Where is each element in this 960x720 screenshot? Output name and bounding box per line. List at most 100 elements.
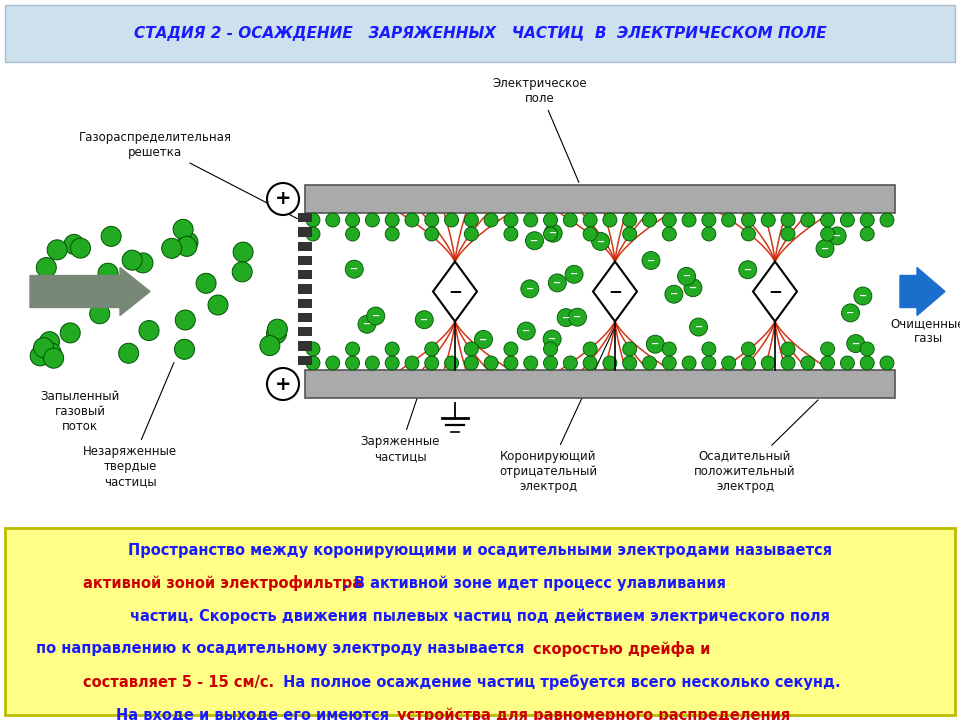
Circle shape xyxy=(548,274,566,292)
Circle shape xyxy=(543,342,558,356)
Circle shape xyxy=(623,227,636,241)
Text: −: − xyxy=(531,235,539,246)
Text: Незаряженные
твердые
частицы: Незаряженные твердые частицы xyxy=(83,363,177,488)
Circle shape xyxy=(564,356,577,370)
Text: −: − xyxy=(350,264,358,274)
Text: −: − xyxy=(372,311,380,321)
Text: −: − xyxy=(689,283,697,293)
Circle shape xyxy=(89,304,109,324)
Circle shape xyxy=(739,261,756,279)
FancyArrow shape xyxy=(900,268,945,315)
Text: −: − xyxy=(562,312,570,323)
Circle shape xyxy=(781,342,795,356)
Bar xyxy=(5,65,955,520)
Circle shape xyxy=(603,356,617,370)
Bar xyxy=(298,299,312,308)
Circle shape xyxy=(98,264,118,283)
Circle shape xyxy=(346,227,360,241)
Circle shape xyxy=(662,342,676,356)
Circle shape xyxy=(623,342,636,356)
Text: −: − xyxy=(570,269,578,279)
Circle shape xyxy=(346,213,360,227)
Circle shape xyxy=(821,356,834,370)
Bar xyxy=(5,528,955,715)
Circle shape xyxy=(860,356,875,370)
Circle shape xyxy=(36,258,57,278)
Circle shape xyxy=(176,310,195,330)
Circle shape xyxy=(591,233,610,251)
Circle shape xyxy=(424,227,439,241)
Circle shape xyxy=(557,309,575,327)
Circle shape xyxy=(504,227,518,241)
Circle shape xyxy=(702,356,716,370)
Circle shape xyxy=(484,213,498,227)
Circle shape xyxy=(761,356,776,370)
Text: −: − xyxy=(479,334,488,344)
Text: −: − xyxy=(363,319,371,329)
Text: −: − xyxy=(548,334,556,344)
Text: СТАДИЯ 2 - ОСАЖДЕНИЕ   ЗАРЯЖЕННЫХ   ЧАСТИЦ  В  ЭЛЕКТРИЧЕСКОМ ПОЛЕ: СТАДИЯ 2 - ОСАЖДЕНИЕ ЗАРЯЖЕННЫХ ЧАСТИЦ В… xyxy=(133,26,827,41)
Circle shape xyxy=(568,308,587,326)
Circle shape xyxy=(267,324,286,343)
Circle shape xyxy=(840,213,854,227)
Circle shape xyxy=(385,227,399,241)
Text: составляет 5 - 15 см/с.: составляет 5 - 15 см/с. xyxy=(83,675,275,690)
Circle shape xyxy=(646,336,664,354)
Circle shape xyxy=(161,238,181,258)
Circle shape xyxy=(75,284,95,303)
Bar xyxy=(298,284,312,294)
Circle shape xyxy=(41,343,61,363)
Polygon shape xyxy=(433,261,477,322)
Circle shape xyxy=(64,235,84,254)
Circle shape xyxy=(828,227,846,245)
Circle shape xyxy=(583,213,597,227)
Circle shape xyxy=(603,213,617,227)
Text: −: − xyxy=(573,312,582,322)
Circle shape xyxy=(346,356,360,370)
Circle shape xyxy=(30,346,50,366)
Circle shape xyxy=(642,251,660,269)
Circle shape xyxy=(366,356,379,370)
Circle shape xyxy=(175,339,195,359)
Text: −: − xyxy=(852,338,860,348)
Text: скоростью дрейфа и: скоростью дрейфа и xyxy=(533,641,710,657)
Text: На входе и выходе его имеются: На входе и выходе его имеются xyxy=(116,708,394,720)
Circle shape xyxy=(623,356,636,370)
Text: −: − xyxy=(549,228,557,238)
Circle shape xyxy=(853,287,872,305)
Circle shape xyxy=(95,287,115,307)
Circle shape xyxy=(122,250,142,270)
Circle shape xyxy=(880,356,894,370)
Circle shape xyxy=(173,220,193,239)
Bar xyxy=(298,356,312,365)
Circle shape xyxy=(665,285,683,303)
Text: −: − xyxy=(526,284,534,294)
Circle shape xyxy=(34,338,54,358)
Circle shape xyxy=(405,213,419,227)
Circle shape xyxy=(678,267,696,285)
Polygon shape xyxy=(753,261,797,322)
Circle shape xyxy=(232,262,252,282)
Circle shape xyxy=(306,342,320,356)
Circle shape xyxy=(101,285,121,305)
Circle shape xyxy=(781,213,795,227)
Bar xyxy=(305,185,895,213)
Text: −: − xyxy=(847,308,854,318)
Circle shape xyxy=(662,213,676,227)
Text: −: − xyxy=(651,339,660,349)
Circle shape xyxy=(821,227,834,241)
Circle shape xyxy=(465,342,478,356)
Circle shape xyxy=(521,280,539,298)
Text: Газораспределительная
решетка: Газораспределительная решетка xyxy=(79,131,298,219)
Circle shape xyxy=(101,226,121,246)
Circle shape xyxy=(465,227,478,241)
Circle shape xyxy=(517,322,536,340)
Circle shape xyxy=(504,356,518,370)
Circle shape xyxy=(565,265,583,283)
Circle shape xyxy=(722,213,735,227)
Circle shape xyxy=(405,356,419,370)
Circle shape xyxy=(741,227,756,241)
Circle shape xyxy=(133,253,153,273)
Circle shape xyxy=(43,348,63,368)
Circle shape xyxy=(325,356,340,370)
